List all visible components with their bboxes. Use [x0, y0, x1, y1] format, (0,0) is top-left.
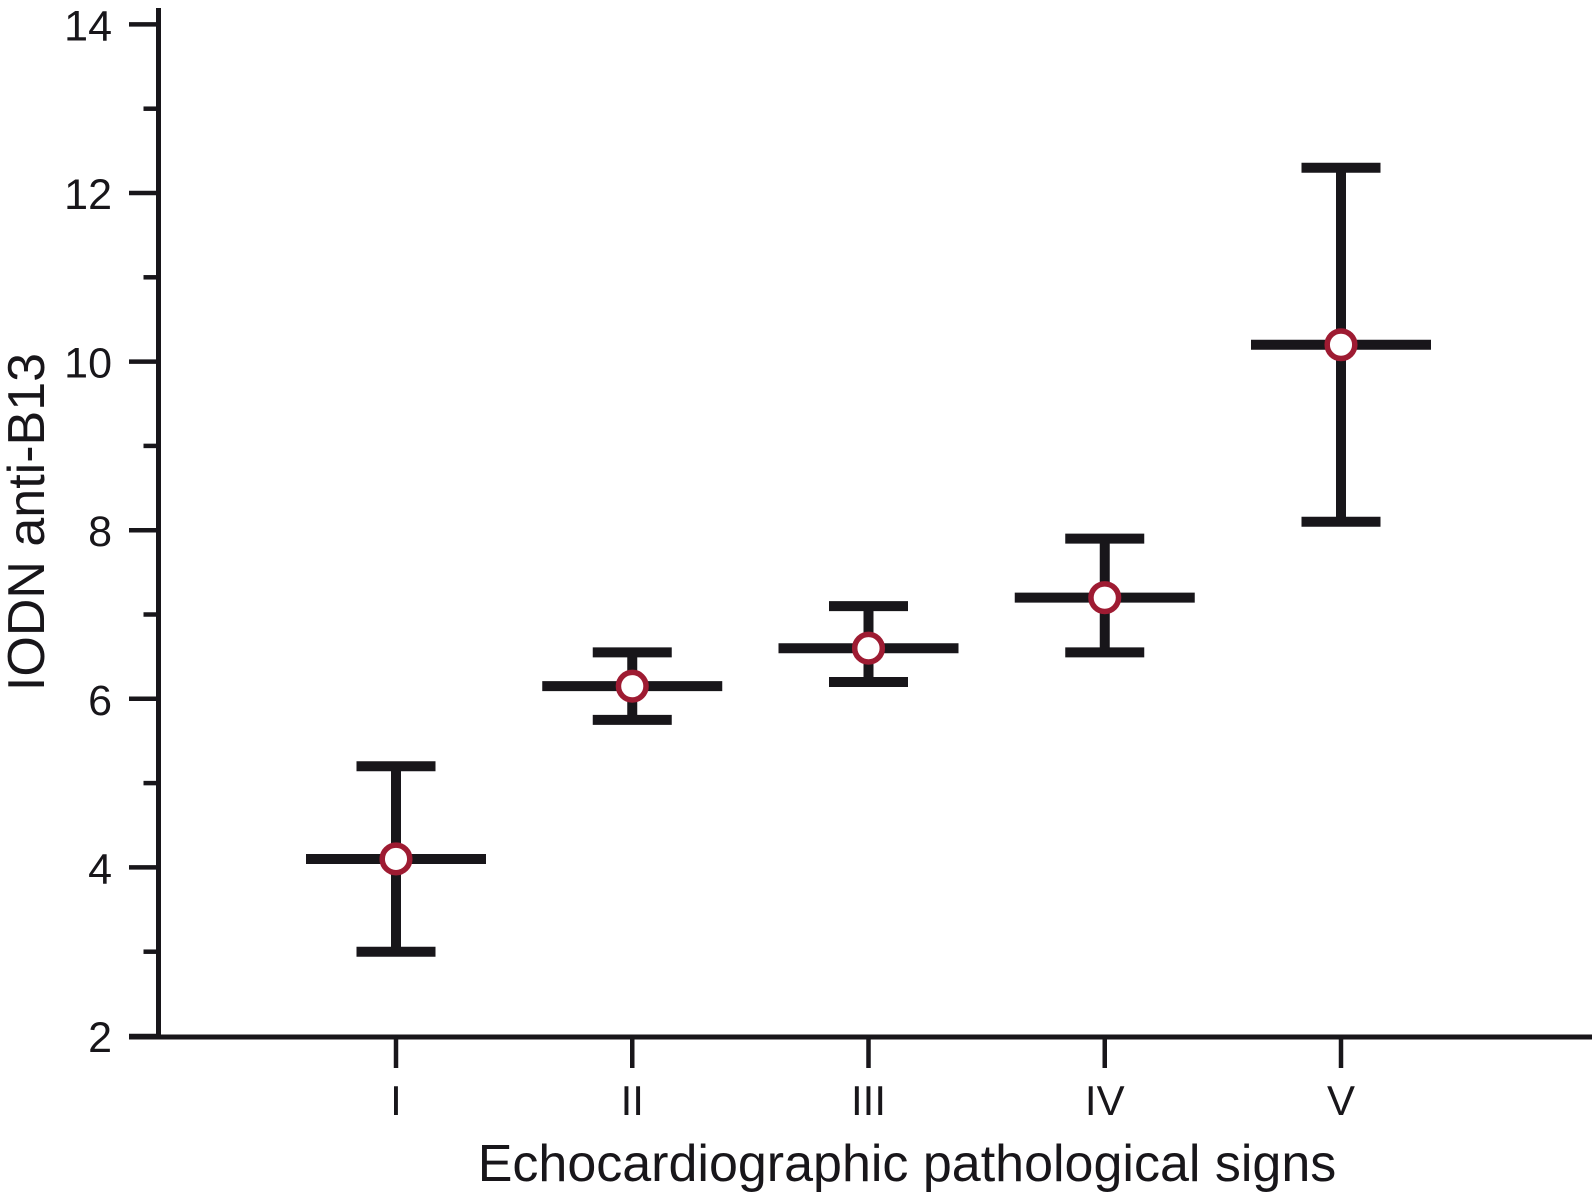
x-category-label: II: [621, 1077, 644, 1124]
y-tick-label: 12: [64, 171, 112, 219]
y-tick-label: 4: [88, 845, 112, 893]
y-tick-label: 14: [64, 2, 112, 50]
y-tick-label: 8: [88, 508, 112, 556]
x-category-label: III: [851, 1077, 886, 1124]
x-category-label: IV: [1085, 1077, 1125, 1124]
data-point-marker: [615, 669, 649, 703]
y-tick-label: 6: [88, 677, 112, 725]
data-point-marker: [1088, 581, 1122, 615]
y-tick-label: 10: [64, 340, 112, 388]
y-axis-title: IODN anti-B13: [0, 353, 56, 691]
x-axis-title: Echocardiographic pathological signs: [478, 1135, 1337, 1193]
data-point-marker: [851, 631, 886, 665]
data-point-marker: [379, 842, 413, 876]
x-category-label: V: [1327, 1077, 1355, 1124]
y-tick-label: 2: [88, 1014, 112, 1062]
x-category-label: I: [390, 1077, 402, 1124]
data-point-marker: [1324, 328, 1358, 362]
